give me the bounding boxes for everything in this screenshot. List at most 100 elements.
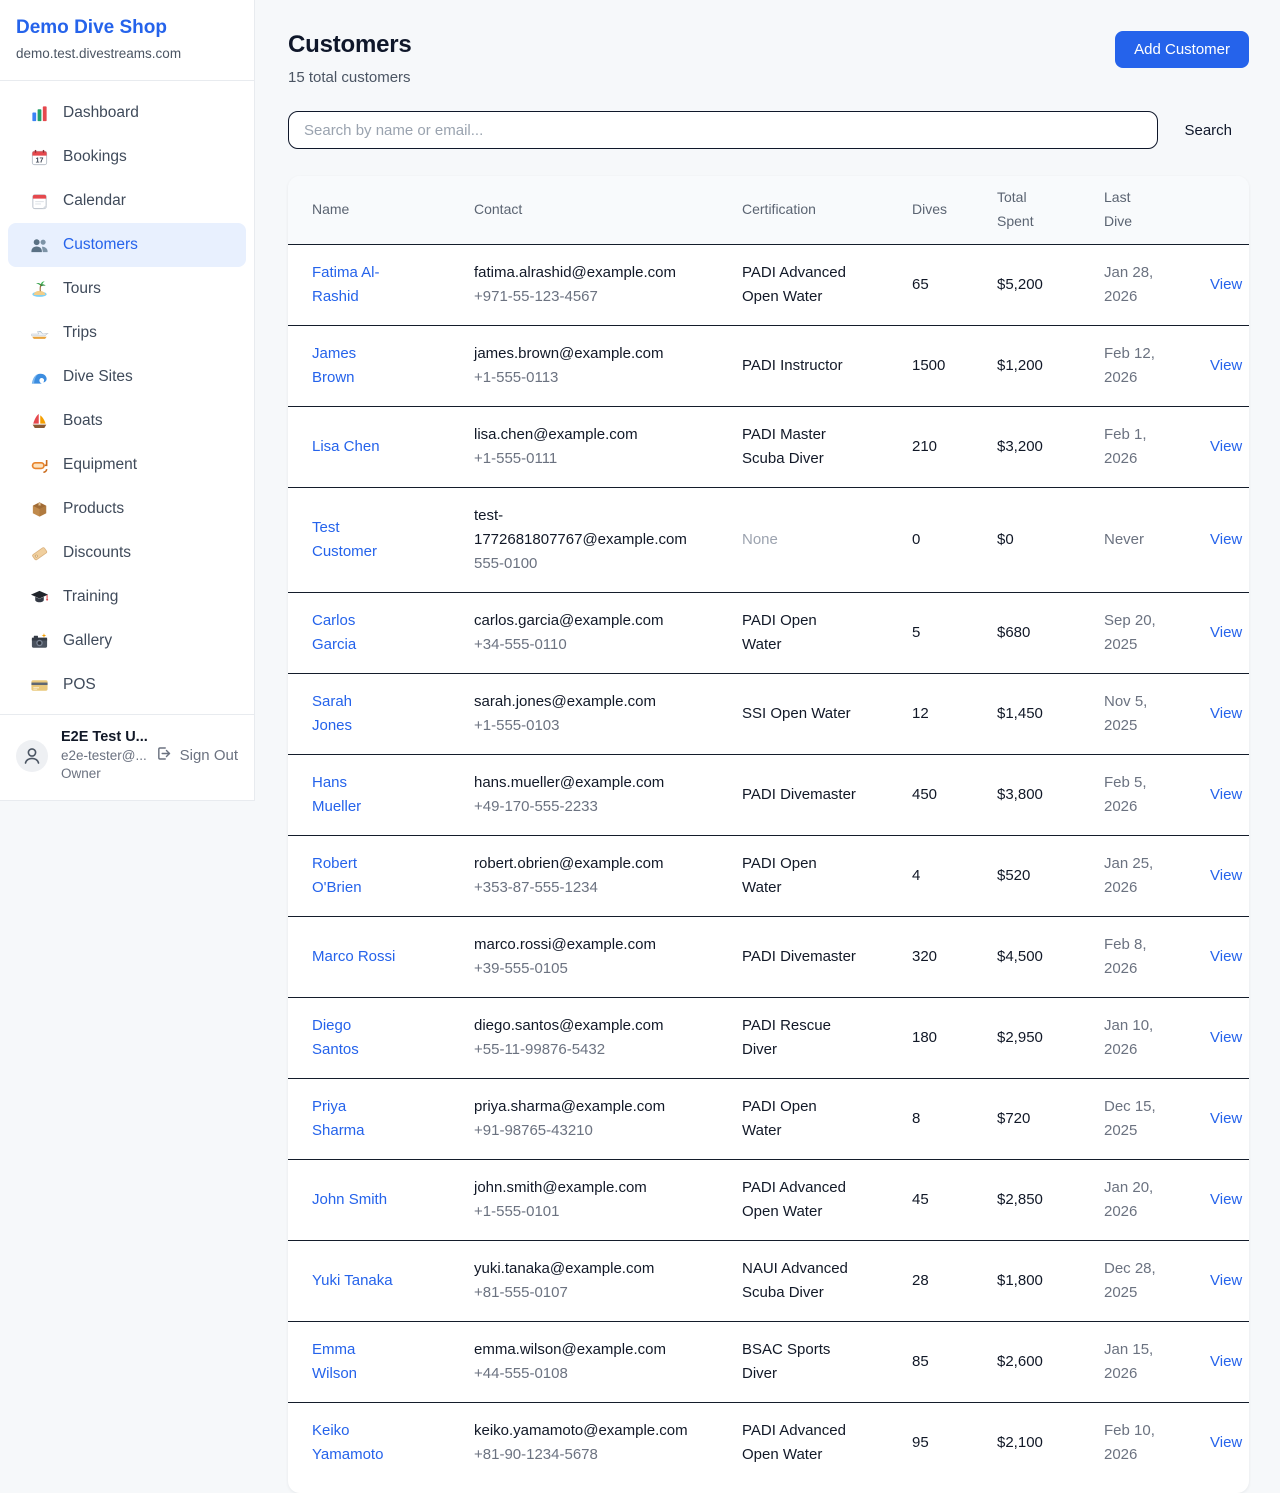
sidebar-item-label: Boats <box>63 412 103 429</box>
avatar <box>16 739 48 772</box>
table-row: Keiko Yamamoto keiko.yamamoto@example.co… <box>288 1402 1249 1493</box>
sidebar-item-trips[interactable]: Trips <box>8 311 246 355</box>
view-customer-link[interactable]: View <box>1210 785 1243 803</box>
view-customer-link[interactable]: View <box>1210 623 1243 641</box>
column-header-total-spent: Total Spent <box>981 176 1088 245</box>
customer-last-dive-cell: Nov 5, 2025 <box>1088 673 1194 755</box>
sidebar-item-gallery[interactable]: Gallery <box>8 619 246 663</box>
customer-certification-cell: PADI Advanced Open Water <box>726 244 896 326</box>
table-row: Hans Mueller hans.mueller@example.com +4… <box>288 754 1249 836</box>
sidebar-item-label: Discounts <box>63 544 132 561</box>
customer-certification-cell: PADI Open Water <box>726 1078 896 1160</box>
customer-contact-cell: emma.wilson@example.com +44-555-0108 <box>458 1321 726 1403</box>
view-customer-link[interactable]: View <box>1210 704 1243 722</box>
customer-phone: +1-555-0103 <box>474 716 560 734</box>
customer-last-dive-cell: Feb 5, 2026 <box>1088 754 1194 836</box>
customer-dives-cell: 28 <box>896 1240 981 1322</box>
view-customer-link[interactable]: View <box>1210 1271 1243 1289</box>
table-header-row: Name Contact Certification Dives Total S… <box>288 176 1249 245</box>
view-customer-link[interactable]: View <box>1210 866 1243 884</box>
customers-table-card: Name Contact Certification Dives Total S… <box>288 176 1249 1493</box>
customer-contact-cell: james.brown@example.com +1-555-0113 <box>458 325 726 407</box>
sidebar-item-equipment[interactable]: Equipment <box>8 443 246 487</box>
customer-total-spent-cell: $2,600 <box>981 1321 1088 1403</box>
customer-name-link[interactable]: Marco Rossi <box>312 947 396 965</box>
sidebar-item-pos[interactable]: POS <box>8 663 246 707</box>
customer-name-link[interactable]: Hans Mueller <box>312 773 362 815</box>
customer-view-cell: View <box>1194 487 1249 593</box>
customer-certification-cell: SSI Open Water <box>726 673 896 755</box>
view-customer-link[interactable]: View <box>1210 530 1243 548</box>
view-customer-link[interactable]: View <box>1210 1352 1243 1370</box>
customer-email: marco.rossi@example.com <box>474 935 656 953</box>
customer-contact-cell: marco.rossi@example.com +39-555-0105 <box>458 916 726 998</box>
view-customer-link[interactable]: View <box>1210 275 1243 293</box>
package-icon <box>29 499 49 519</box>
table-row: Emma Wilson emma.wilson@example.com +44-… <box>288 1321 1249 1403</box>
sidebar-item-discounts[interactable]: Discounts <box>8 531 246 575</box>
customer-total-spent-cell: $0 <box>981 487 1088 593</box>
customer-name-link[interactable]: Yuki Tanaka <box>312 1271 393 1289</box>
sidebar-item-customers[interactable]: Customers <box>8 223 246 267</box>
customer-name-link[interactable]: Lisa Chen <box>312 437 380 455</box>
sidebar-item-bookings[interactable]: 17 Bookings <box>8 135 246 179</box>
sidebar-item-training[interactable]: Training <box>8 575 246 619</box>
customer-name-link[interactable]: Test Customer <box>312 518 378 560</box>
customer-name-cell: James Brown <box>288 325 458 407</box>
user-role: Owner <box>61 766 101 782</box>
customer-total-spent-cell: $2,850 <box>981 1159 1088 1241</box>
sidebar-item-label: Dashboard <box>63 104 139 121</box>
customer-name-link[interactable]: Priya Sharma <box>312 1097 365 1139</box>
sidebar-item-products[interactable]: Products <box>8 487 246 531</box>
customer-name-link[interactable]: James Brown <box>312 344 357 386</box>
sidebar-item-label: Tours <box>63 280 101 297</box>
customer-name-link[interactable]: Emma Wilson <box>312 1340 358 1382</box>
customer-name-link[interactable]: Fatima Al-Rashid <box>312 263 380 305</box>
customer-last-dive-cell: Dec 15, 2025 <box>1088 1078 1194 1160</box>
customer-contact-cell: hans.mueller@example.com +49-170-555-223… <box>458 754 726 836</box>
customer-certification-cell: BSAC Sports Diver <box>726 1321 896 1403</box>
view-customer-link[interactable]: View <box>1210 356 1243 374</box>
customer-name-link[interactable]: Robert O'Brien <box>312 854 362 896</box>
customer-total-spent-cell: $5,200 <box>981 244 1088 326</box>
customer-view-cell: View <box>1194 754 1249 836</box>
view-customer-link[interactable]: View <box>1210 1190 1243 1208</box>
search-input[interactable] <box>288 111 1159 149</box>
table-row: Fatima Al-Rashid fatima.alrashid@example… <box>288 244 1249 326</box>
customer-name-link[interactable]: Diego Santos <box>312 1016 359 1058</box>
sidebar-item-boats[interactable]: Boats <box>8 399 246 443</box>
view-customer-link[interactable]: View <box>1210 1109 1243 1127</box>
customer-count: 15 total customers <box>288 69 411 86</box>
certification-value: PADI Master Scuba Diver <box>742 425 826 467</box>
certification-value: None <box>742 530 778 548</box>
view-customer-link[interactable]: View <box>1210 1433 1243 1451</box>
page-title: Customers <box>288 31 412 58</box>
sidebar-item-calendar[interactable]: Calendar <box>8 179 246 223</box>
certification-value: PADI Rescue Diver <box>742 1016 831 1058</box>
sidebar-item-dashboard[interactable]: Dashboard <box>8 91 246 135</box>
add-customer-button[interactable]: Add Customer <box>1115 31 1249 68</box>
search-button[interactable]: Search <box>1184 121 1232 139</box>
customer-dives-cell: 85 <box>896 1321 981 1403</box>
customer-name-link[interactable]: Carlos Garcia <box>312 611 357 653</box>
view-customer-link[interactable]: View <box>1210 947 1243 965</box>
sidebar-item-tours[interactable]: Tours <box>8 267 246 311</box>
sidebar-item-label: Calendar <box>63 192 126 209</box>
sidebar-item-dive-sites[interactable]: Dive Sites <box>8 355 246 399</box>
view-customer-link[interactable]: View <box>1210 437 1243 455</box>
customer-name-cell: Test Customer <box>288 487 458 593</box>
wave-icon <box>29 367 49 387</box>
main-content: Customers 15 total customers Add Custome… <box>288 0 1249 1493</box>
customer-name-link[interactable]: Keiko Yamamoto <box>312 1421 384 1463</box>
view-customer-link[interactable]: View <box>1210 1028 1243 1046</box>
customer-total-spent-cell: $1,450 <box>981 673 1088 755</box>
table-row: Robert O'Brien robert.obrien@example.com… <box>288 835 1249 917</box>
column-header-actions <box>1194 176 1249 245</box>
sailboat-icon <box>29 411 49 431</box>
sign-out-icon <box>155 745 172 766</box>
customer-phone: +1-555-0101 <box>474 1202 560 1220</box>
customer-name-link[interactable]: John Smith <box>312 1190 388 1208</box>
sign-out-button[interactable]: Sign Out <box>155 745 238 766</box>
table-row: Lisa Chen lisa.chen@example.com +1-555-0… <box>288 406 1249 488</box>
customer-name-link[interactable]: Sarah Jones <box>312 692 353 734</box>
